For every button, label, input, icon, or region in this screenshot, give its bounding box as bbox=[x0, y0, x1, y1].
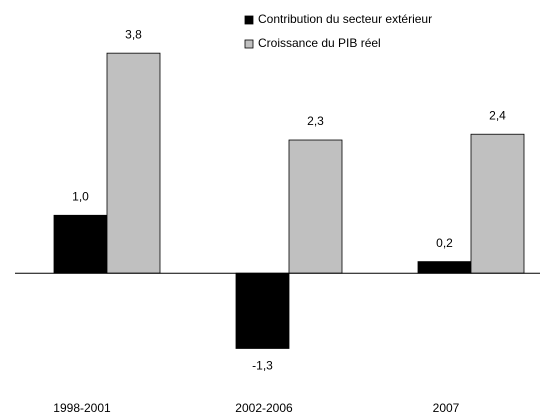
data-label: 1,0 bbox=[72, 189, 89, 203]
bar bbox=[288, 139, 343, 274]
bar bbox=[106, 52, 161, 274]
x-tick-label: 1998-2001 bbox=[53, 401, 111, 415]
x-tick-label: 2002-2006 bbox=[235, 401, 293, 415]
legend-swatch bbox=[244, 39, 254, 49]
legend-label: Contribution du secteur extérieur bbox=[258, 12, 432, 26]
bar bbox=[235, 272, 290, 349]
data-label: 3,8 bbox=[125, 27, 142, 41]
data-label: -1,3 bbox=[252, 359, 273, 373]
x-tick-label: 2007 bbox=[433, 401, 460, 415]
legend-label: Croissance du PIB réel bbox=[258, 36, 381, 50]
bar bbox=[470, 133, 525, 274]
data-label: 2,3 bbox=[307, 114, 324, 128]
legend-swatch bbox=[244, 15, 254, 25]
data-label: 0,2 bbox=[436, 236, 453, 250]
data-label: 2,4 bbox=[489, 108, 506, 122]
bar bbox=[53, 214, 108, 274]
bar bbox=[417, 261, 472, 274]
